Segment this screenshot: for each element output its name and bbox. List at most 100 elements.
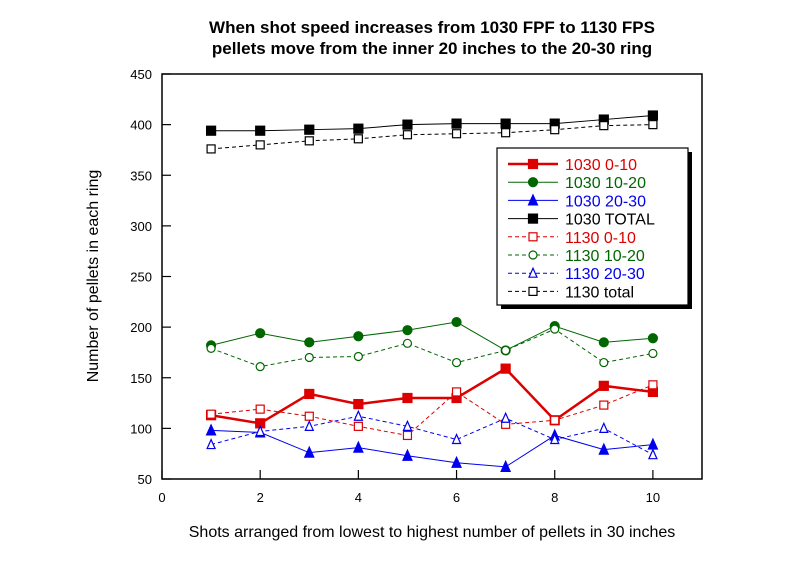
data-point (304, 419, 315, 431)
legend-box (496, 147, 689, 306)
data-point (598, 337, 609, 348)
series-1030-0-10 (205, 363, 659, 429)
data-point (451, 455, 462, 468)
legend-label: 1030 10-20 (565, 175, 646, 192)
legend-label: 1130 20-30 (565, 266, 645, 283)
data-point (206, 438, 217, 450)
data-point (304, 411, 314, 421)
data-point (598, 380, 609, 391)
y-tick-label: 300 (130, 219, 152, 234)
y-tick-label: 450 (130, 67, 152, 82)
data-point (451, 387, 462, 397)
data-point (501, 345, 511, 356)
data-point (353, 409, 364, 421)
data-point (451, 357, 462, 368)
data-point (255, 328, 266, 339)
x-tick-label: 10 (646, 490, 660, 505)
data-point (402, 325, 413, 336)
x-tick-label: 0 (158, 490, 165, 505)
data-point (353, 351, 363, 362)
data-point (353, 134, 363, 144)
legend-label: 1030 TOTAL (565, 212, 655, 229)
data-point (205, 423, 217, 436)
series-1130-0-10 (206, 380, 658, 441)
data-point (549, 433, 560, 445)
data-point (528, 266, 538, 278)
data-point (402, 430, 413, 441)
series-1130-total (206, 120, 658, 154)
data-point (528, 286, 538, 296)
data-point (648, 120, 658, 130)
series-1030-10-20 (205, 316, 659, 356)
series-line (210, 321, 653, 351)
data-point (304, 124, 315, 135)
data-point (451, 433, 462, 445)
series-1130-20-30 (206, 409, 658, 460)
data-point (206, 144, 216, 154)
y-tick-label: 250 (130, 270, 152, 285)
x-tick-label: 2 (257, 490, 264, 505)
data-point (304, 352, 314, 363)
series-line (211, 124, 653, 150)
data-point (647, 437, 659, 450)
series-line (211, 115, 653, 132)
data-point (647, 448, 658, 460)
y-tick-label: 100 (130, 421, 152, 436)
data-point (304, 136, 314, 146)
y-tick-label: 50 (138, 472, 152, 487)
chart-title-line-1: When shot speed increases from 1030 FPF … (209, 18, 655, 37)
series-1030-total (205, 110, 659, 136)
legend-label: 1030 20-30 (565, 193, 646, 210)
data-point (402, 338, 413, 348)
legend-label: 1130 total (565, 284, 634, 301)
data-point (501, 128, 511, 138)
data-point (527, 177, 539, 188)
data-point (500, 363, 511, 374)
data-point (527, 158, 539, 170)
data-point (599, 357, 609, 368)
y-tick-label: 150 (130, 371, 152, 386)
data-point (353, 398, 364, 410)
legend-label: 1030 0-10 (565, 157, 637, 174)
data-point (304, 337, 315, 348)
data-point (402, 419, 413, 431)
data-point (648, 348, 658, 359)
data-point (500, 459, 512, 472)
legend-label: 1130 10-20 (565, 248, 645, 265)
data-point (402, 119, 413, 130)
series-1130-10-20 (206, 324, 658, 372)
x-axis-label: Shots arranged from lowest to highest nu… (189, 524, 676, 541)
data-point (550, 125, 560, 135)
data-point (303, 445, 315, 458)
data-point (527, 213, 539, 224)
data-point (500, 118, 511, 129)
data-point (500, 411, 511, 423)
series-line (210, 415, 654, 456)
data-point (599, 121, 609, 131)
data-point (352, 440, 364, 453)
y-tick-label: 400 (130, 118, 152, 133)
data-point (528, 250, 538, 260)
data-point (206, 343, 216, 353)
data-point (451, 316, 462, 328)
series-line (211, 429, 653, 468)
y-axis-label: Number of pellets in each ring (85, 170, 102, 383)
data-point (647, 110, 659, 121)
chart-title-line-2: pellets move from the inner 20 inches to… (212, 39, 652, 58)
y-tick-label: 200 (130, 320, 152, 335)
data-point (205, 125, 217, 136)
data-point (648, 380, 658, 390)
series-line (210, 328, 654, 368)
data-point (353, 421, 363, 431)
legend-label: 1130 0-10 (565, 230, 636, 247)
data-point (451, 118, 462, 129)
data-point (402, 448, 413, 461)
data-point (206, 409, 216, 419)
series-line (211, 384, 654, 436)
data-point (527, 193, 539, 206)
x-tick-label: 8 (551, 490, 558, 505)
data-point (255, 362, 265, 372)
data-point (550, 324, 560, 334)
y-tick-label: 350 (130, 168, 152, 183)
